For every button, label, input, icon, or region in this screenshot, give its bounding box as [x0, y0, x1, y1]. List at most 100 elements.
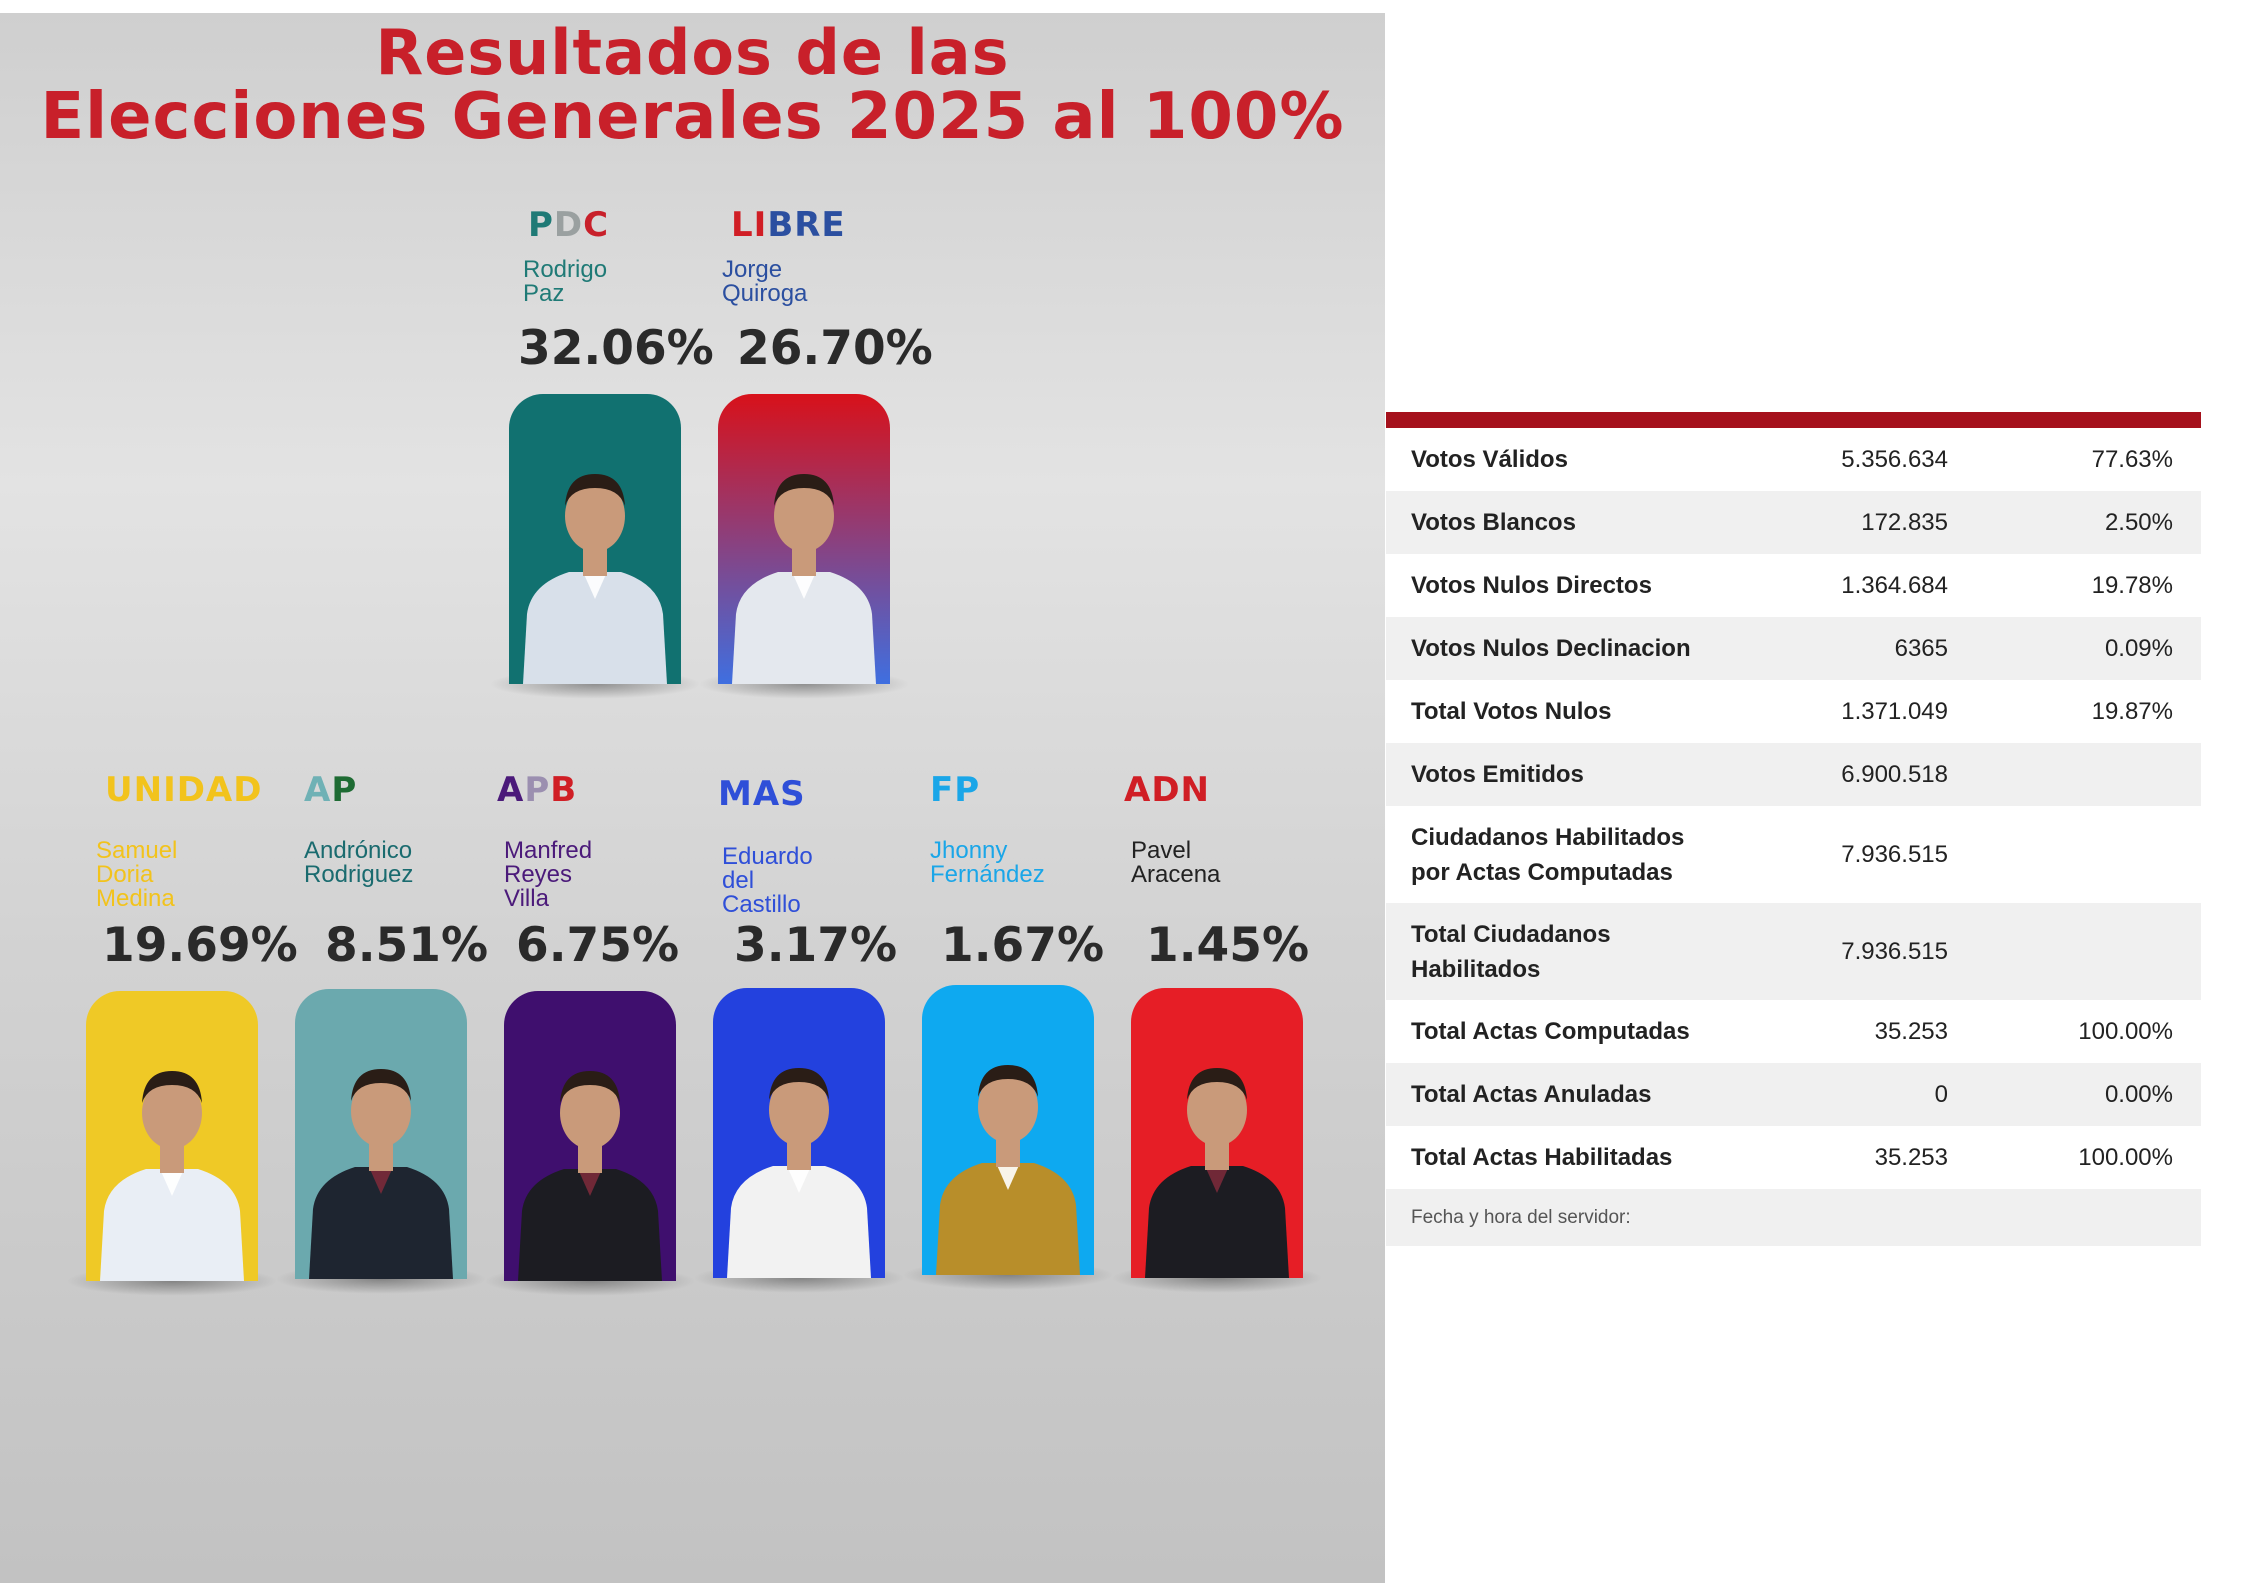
row-value: 5.356.634	[1841, 445, 1948, 473]
candidate-name: Jorge Quiroga	[722, 256, 808, 307]
party-letters: P	[528, 205, 554, 245]
row-percentage: 19.87%	[2091, 697, 2173, 725]
row-label: Ciudadanos Habilitados por Actas Computa…	[1411, 823, 1685, 886]
row-label: Votos Válidos	[1411, 446, 1568, 473]
row-label: Votos Nulos Directos	[1411, 572, 1652, 599]
row-value: 7.936.515	[1748, 903, 1948, 1000]
table-row: Total Actas Habilitadas 35.253 100.00%	[1386, 1126, 2201, 1189]
party-name: UNIDAD	[105, 770, 262, 810]
candidate-photo	[504, 991, 676, 1281]
candidate-photo	[509, 394, 681, 684]
row-value: 0	[1748, 1063, 1948, 1126]
candidate-photo-figure	[518, 1071, 662, 1281]
row-label: Total Votos Nulos	[1411, 698, 1612, 725]
candidate-photo	[713, 988, 885, 1278]
row-value: 7.936.515	[1841, 840, 1948, 868]
row-label: Total Actas Anuladas	[1386, 1063, 1748, 1126]
party-letters: B	[550, 770, 578, 810]
title-line-1: Resultados de las	[375, 16, 1010, 89]
row-percentage: 2.50%	[1948, 491, 2201, 554]
title-line-2: Elecciones Generales 2025 al 100%	[40, 80, 1345, 154]
candidate-percentage: 1.67%	[941, 918, 1105, 973]
candidate-photo	[1131, 988, 1303, 1278]
candidate-photo	[922, 985, 1094, 1275]
candidate-name: Samuel Doria Medina	[96, 837, 178, 912]
party-letters: ADN	[1124, 770, 1210, 810]
row-percentage: 0.00%	[1948, 1063, 2201, 1126]
table-row: Votos Válidos 5.356.634 77.63%	[1386, 428, 2201, 491]
row-label: Total Actas Habilitadas	[1411, 1144, 1673, 1171]
table-row: Total Actas Anuladas 0 0.00%	[1386, 1063, 2201, 1126]
party-letters: D	[553, 205, 584, 245]
row-value: 35.253	[1874, 1143, 1948, 1171]
party-letters: FP	[930, 770, 981, 810]
candidate-photo-figure	[936, 1065, 1080, 1275]
candidate-photo	[86, 991, 258, 1281]
party-name: APB	[497, 770, 577, 810]
table-row: Ciudadanos Habilitados por Actas Computa…	[1386, 806, 2201, 903]
party-letters: C	[583, 205, 610, 245]
row-value: 6365	[1748, 617, 1948, 680]
party-name: ADN	[1124, 770, 1210, 810]
party-letters: P	[331, 770, 358, 810]
vote-summary-table: Votos Válidos 5.356.634 77.63% Votos Blanco…	[1386, 412, 2201, 1246]
table-row: Votos Nulos Directos 1.364.684 19.78%	[1386, 554, 2201, 617]
table-row: Total Ciudadanos Habilitados 7.936.515	[1386, 903, 2201, 1000]
summary-table: Votos Válidos 5.356.634 77.63% Votos Blanco…	[1386, 428, 2201, 1189]
candidate-name: Jhonny Fernández	[930, 837, 1045, 888]
candidate-photo-figure	[732, 474, 876, 684]
table-row: Votos Nulos Declinacion 6365 0.09%	[1386, 617, 2201, 680]
row-percentage: 19.78%	[2091, 571, 2173, 599]
candidate-name: Eduardo del Castillo	[722, 843, 813, 918]
candidate-name: Manfred Reyes Villa	[504, 837, 593, 912]
party-letters: A	[304, 770, 332, 810]
candidate-photo-figure	[309, 1069, 453, 1279]
party-name: LIBRE	[731, 205, 846, 245]
table-row: Total Actas Computadas 35.253 100.00%	[1386, 1000, 2201, 1063]
server-datetime-label: Fecha y hora del servidor:	[1386, 1189, 2201, 1246]
party-name: MAS	[718, 774, 806, 814]
row-label: Votos Nulos Declinacion	[1386, 617, 1748, 680]
party-name: FP	[930, 770, 980, 810]
table-row: Votos Emitidos 6.900.518	[1386, 743, 2201, 806]
row-label: Total Ciudadanos Habilitados	[1386, 903, 1748, 1000]
candidate-percentage: 19.69%	[102, 918, 298, 973]
candidate-name: Pavel Aracena	[1131, 837, 1221, 888]
row-percentage	[1948, 806, 2201, 903]
row-value: 35.253	[1874, 1017, 1948, 1045]
row-percentage	[1948, 743, 2201, 806]
party-letters: A	[497, 770, 525, 810]
results-infographic: Resultados de las Elecciones Generales 2…	[0, 13, 1385, 1583]
table-accent-bar	[1386, 412, 2201, 428]
party-letters: LI	[731, 205, 768, 245]
row-value: 172.835	[1748, 491, 1948, 554]
candidate-photo	[295, 989, 467, 1279]
row-value: 6.900.518	[1748, 743, 1948, 806]
row-value: 1.364.684	[1841, 571, 1948, 599]
row-label: Votos Emitidos	[1386, 743, 1748, 806]
candidate-percentage: 3.17%	[734, 918, 898, 973]
candidate-name: Rodrigo Paz	[523, 256, 608, 307]
party-name: AP	[304, 770, 357, 810]
row-percentage: 0.09%	[1948, 617, 2201, 680]
party-letters: UNIDAD	[105, 770, 263, 810]
party-letters: MAS	[718, 774, 806, 814]
table-row: Total Votos Nulos 1.371.049 19.87%	[1386, 680, 2201, 743]
candidate-percentage: 6.75%	[516, 918, 680, 973]
candidate-photo-figure	[523, 474, 667, 684]
row-percentage: 100.00%	[2078, 1017, 2173, 1045]
row-label: Votos Blancos	[1386, 491, 1748, 554]
party-letters: BRE	[767, 205, 846, 245]
candidate-photo	[718, 394, 890, 684]
candidate-percentage: 32.06%	[518, 321, 714, 376]
table-row: Votos Blancos 172.835 2.50%	[1386, 491, 2201, 554]
row-percentage	[1948, 903, 2201, 1000]
candidate-percentage: 26.70%	[737, 321, 933, 376]
row-value: 1.371.049	[1841, 697, 1948, 725]
candidate-percentage: 8.51%	[325, 918, 489, 973]
candidate-photo-figure	[1145, 1068, 1289, 1278]
row-label: Total Actas Computadas	[1411, 1018, 1690, 1045]
candidate-photo-figure	[727, 1068, 871, 1278]
candidate-name: Andrónico Rodriguez	[304, 837, 414, 888]
row-percentage: 77.63%	[2091, 445, 2173, 473]
